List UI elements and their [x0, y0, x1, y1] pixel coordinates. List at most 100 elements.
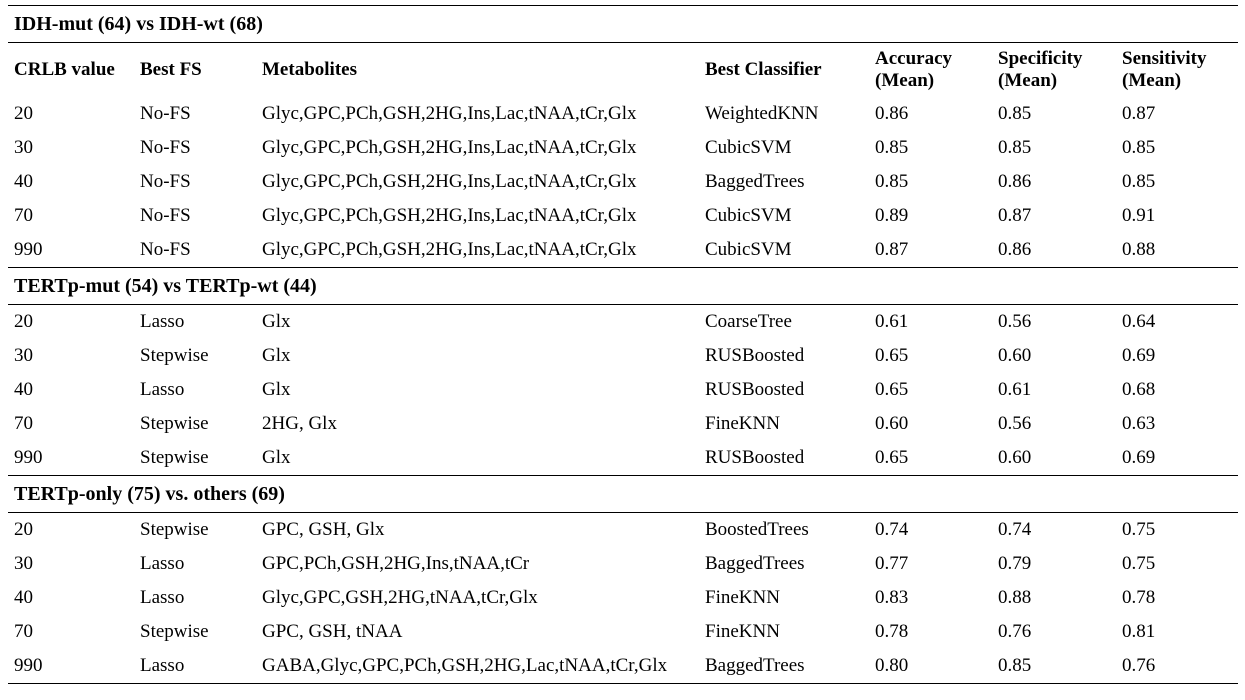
cell-specificity-mean: 0.88	[998, 587, 1032, 608]
cell-crlb-value: 30	[14, 553, 33, 574]
section-title-row-tertp-only: TERTp-only (75) vs. others (69)	[8, 475, 1239, 513]
table-row: 990 Stepwise Glx RUSBoosted 0.65 0.60 0.…	[8, 441, 1238, 476]
cell-best-fs: Stepwise	[140, 621, 209, 642]
cell-accuracy-mean: 0.80	[875, 655, 909, 676]
cell-best-classifier: CoarseTree	[705, 311, 792, 332]
cell-crlb-value: 20	[14, 311, 33, 332]
cell-crlb-value: 30	[14, 137, 33, 158]
cell-accuracy-mean: 0.89	[875, 205, 909, 226]
section-tertp-only-header: TERTp-only (75) vs. others (69)	[8, 475, 1239, 513]
table-row: 20 Lasso Glx CoarseTree 0.61 0.56 0.64	[8, 305, 1238, 340]
cell-specificity-mean: 0.76	[998, 621, 1032, 642]
cell-best-fs: No-FS	[140, 239, 191, 260]
cell-best-classifier: BaggedTrees	[705, 553, 805, 574]
cell-accuracy-mean: 0.65	[875, 447, 909, 468]
column-header-metabolites: Metabolites	[262, 59, 357, 80]
cell-metabolites: Glyc,GPC,PCh,GSH,2HG,Ins,Lac,tNAA,tCr,Gl…	[262, 171, 637, 192]
table-row: 70 No-FS Glyc,GPC,PCh,GSH,2HG,Ins,Lac,tN…	[8, 199, 1238, 233]
cell-crlb-value: 70	[14, 621, 33, 642]
cell-metabolites: Glyc,GPC,PCh,GSH,2HG,Ins,Lac,tNAA,tCr,Gl…	[262, 103, 637, 124]
cell-best-fs: No-FS	[140, 205, 191, 226]
cell-sensitivity-mean: 0.81	[1122, 621, 1156, 642]
cell-best-fs: Stepwise	[140, 519, 209, 540]
cell-crlb-value: 990	[14, 447, 43, 468]
cell-best-classifier: CubicSVM	[705, 239, 792, 260]
cell-best-fs: Lasso	[140, 553, 185, 574]
table-row: 20 Stepwise GPC, GSH, Glx BoostedTrees 0…	[8, 513, 1238, 548]
cell-accuracy-mean: 0.86	[875, 103, 909, 124]
cell-best-classifier: BaggedTrees	[705, 171, 805, 192]
column-header-accuracy-mean: Accuracy (Mean)	[875, 48, 953, 91]
cell-best-fs: Stepwise	[140, 413, 209, 434]
cell-best-classifier: RUSBoosted	[705, 345, 805, 366]
cell-specificity-mean: 0.56	[998, 311, 1032, 332]
cell-sensitivity-mean: 0.87	[1122, 103, 1156, 124]
cell-accuracy-mean: 0.85	[875, 171, 909, 192]
cell-accuracy-mean: 0.78	[875, 621, 909, 642]
cell-best-fs: Lasso	[140, 379, 185, 400]
cell-metabolites: GABA,Glyc,GPC,PCh,GSH,2HG,Lac,tNAA,tCr,G…	[262, 655, 668, 676]
section-tertp-mut-header: TERTp-mut (54) vs TERTp-wt (44)	[8, 267, 1239, 305]
cell-metabolites: 2HG, Glx	[262, 413, 337, 434]
cell-metabolites: Glx	[262, 447, 291, 468]
table-row: 30 Lasso GPC,PCh,GSH,2HG,Ins,tNAA,tCr Ba…	[8, 547, 1238, 581]
cell-specificity-mean: 0.61	[998, 379, 1032, 400]
cell-sensitivity-mean: 0.91	[1122, 205, 1156, 226]
cell-best-fs: Lasso	[140, 655, 185, 676]
cell-crlb-value: 40	[14, 587, 33, 608]
cell-crlb-value: 990	[14, 655, 43, 676]
cell-accuracy-mean: 0.60	[875, 413, 909, 434]
column-header-crlb-value: CRLB value	[14, 59, 115, 80]
table-row: 40 Lasso Glx RUSBoosted 0.65 0.61 0.68	[8, 373, 1238, 407]
cell-specificity-mean: 0.86	[998, 239, 1032, 260]
cell-best-classifier: WeightedKNN	[705, 103, 819, 124]
cell-metabolites: GPC,PCh,GSH,2HG,Ins,tNAA,tCr	[262, 553, 530, 574]
cell-metabolites: Glyc,GPC,PCh,GSH,2HG,Ins,Lac,tNAA,tCr,Gl…	[262, 205, 637, 226]
cell-specificity-mean: 0.87	[998, 205, 1032, 226]
column-header-best-fs: Best FS	[140, 59, 202, 80]
cell-best-classifier: FineKNN	[705, 621, 780, 642]
cell-metabolites: Glx	[262, 345, 291, 366]
cell-best-classifier: BoostedTrees	[705, 519, 809, 540]
cell-metabolites: Glx	[262, 379, 291, 400]
table-row: 40 Lasso Glyc,GPC,GSH,2HG,tNAA,tCr,Glx F…	[8, 581, 1238, 615]
cell-crlb-value: 20	[14, 103, 33, 124]
cell-accuracy-mean: 0.65	[875, 345, 909, 366]
section-title-tertp-mut: TERTp-mut (54) vs TERTp-wt (44)	[8, 267, 1239, 305]
table-row: 990 No-FS Glyc,GPC,PCh,GSH,2HG,Ins,Lac,t…	[8, 233, 1238, 268]
cell-best-fs: Stepwise	[140, 345, 209, 366]
cell-sensitivity-mean: 0.64	[1122, 311, 1156, 332]
cell-specificity-mean: 0.74	[998, 519, 1032, 540]
cell-metabolites: GPC, GSH, tNAA	[262, 621, 403, 642]
section-tertp-only-body: 20 Stepwise GPC, GSH, Glx BoostedTrees 0…	[8, 513, 1238, 684]
cell-crlb-value: 30	[14, 345, 33, 366]
classification-results-table: IDH-mut (64) vs IDH-wt (68) CRLB value B…	[8, 5, 1239, 684]
table-row: 30 Stepwise Glx RUSBoosted 0.65 0.60 0.6…	[8, 339, 1238, 373]
cell-sensitivity-mean: 0.68	[1122, 379, 1156, 400]
cell-metabolites: Glyc,GPC,PCh,GSH,2HG,Ins,Lac,tNAA,tCr,Gl…	[262, 239, 637, 260]
cell-sensitivity-mean: 0.85	[1122, 137, 1156, 158]
cell-accuracy-mean: 0.61	[875, 311, 909, 332]
table-row: 990 Lasso GABA,Glyc,GPC,PCh,GSH,2HG,Lac,…	[8, 649, 1238, 684]
cell-accuracy-mean: 0.74	[875, 519, 909, 540]
cell-best-classifier: FineKNN	[705, 413, 780, 434]
cell-metabolites: Glyc,GPC,GSH,2HG,tNAA,tCr,Glx	[262, 587, 538, 608]
column-header-sensitivity-mean: Sensitivity (Mean)	[1122, 48, 1207, 91]
table-row: 70 Stepwise GPC, GSH, tNAA FineKNN 0.78 …	[8, 615, 1238, 649]
cell-best-classifier: BaggedTrees	[705, 655, 805, 676]
cell-crlb-value: 40	[14, 379, 33, 400]
section-title-row-tertp-mut: TERTp-mut (54) vs TERTp-wt (44)	[8, 267, 1239, 305]
table-row: 70 Stepwise 2HG, Glx FineKNN 0.60 0.56 0…	[8, 407, 1238, 441]
cell-metabolites: GPC, GSH, Glx	[262, 519, 385, 540]
table-row: 20 No-FS Glyc,GPC,PCh,GSH,2HG,Ins,Lac,tN…	[8, 97, 1238, 131]
cell-accuracy-mean: 0.83	[875, 587, 909, 608]
section-title-idh: IDH-mut (64) vs IDH-wt (68)	[8, 5, 1239, 43]
cell-best-classifier: RUSBoosted	[705, 379, 805, 400]
cell-specificity-mean: 0.60	[998, 345, 1032, 366]
cell-best-fs: Lasso	[140, 311, 185, 332]
cell-metabolites: Glyc,GPC,PCh,GSH,2HG,Ins,Lac,tNAA,tCr,Gl…	[262, 137, 637, 158]
cell-specificity-mean: 0.60	[998, 447, 1032, 468]
section-title-tertp-only: TERTp-only (75) vs. others (69)	[8, 475, 1239, 513]
cell-sensitivity-mean: 0.78	[1122, 587, 1156, 608]
cell-sensitivity-mean: 0.75	[1122, 519, 1156, 540]
